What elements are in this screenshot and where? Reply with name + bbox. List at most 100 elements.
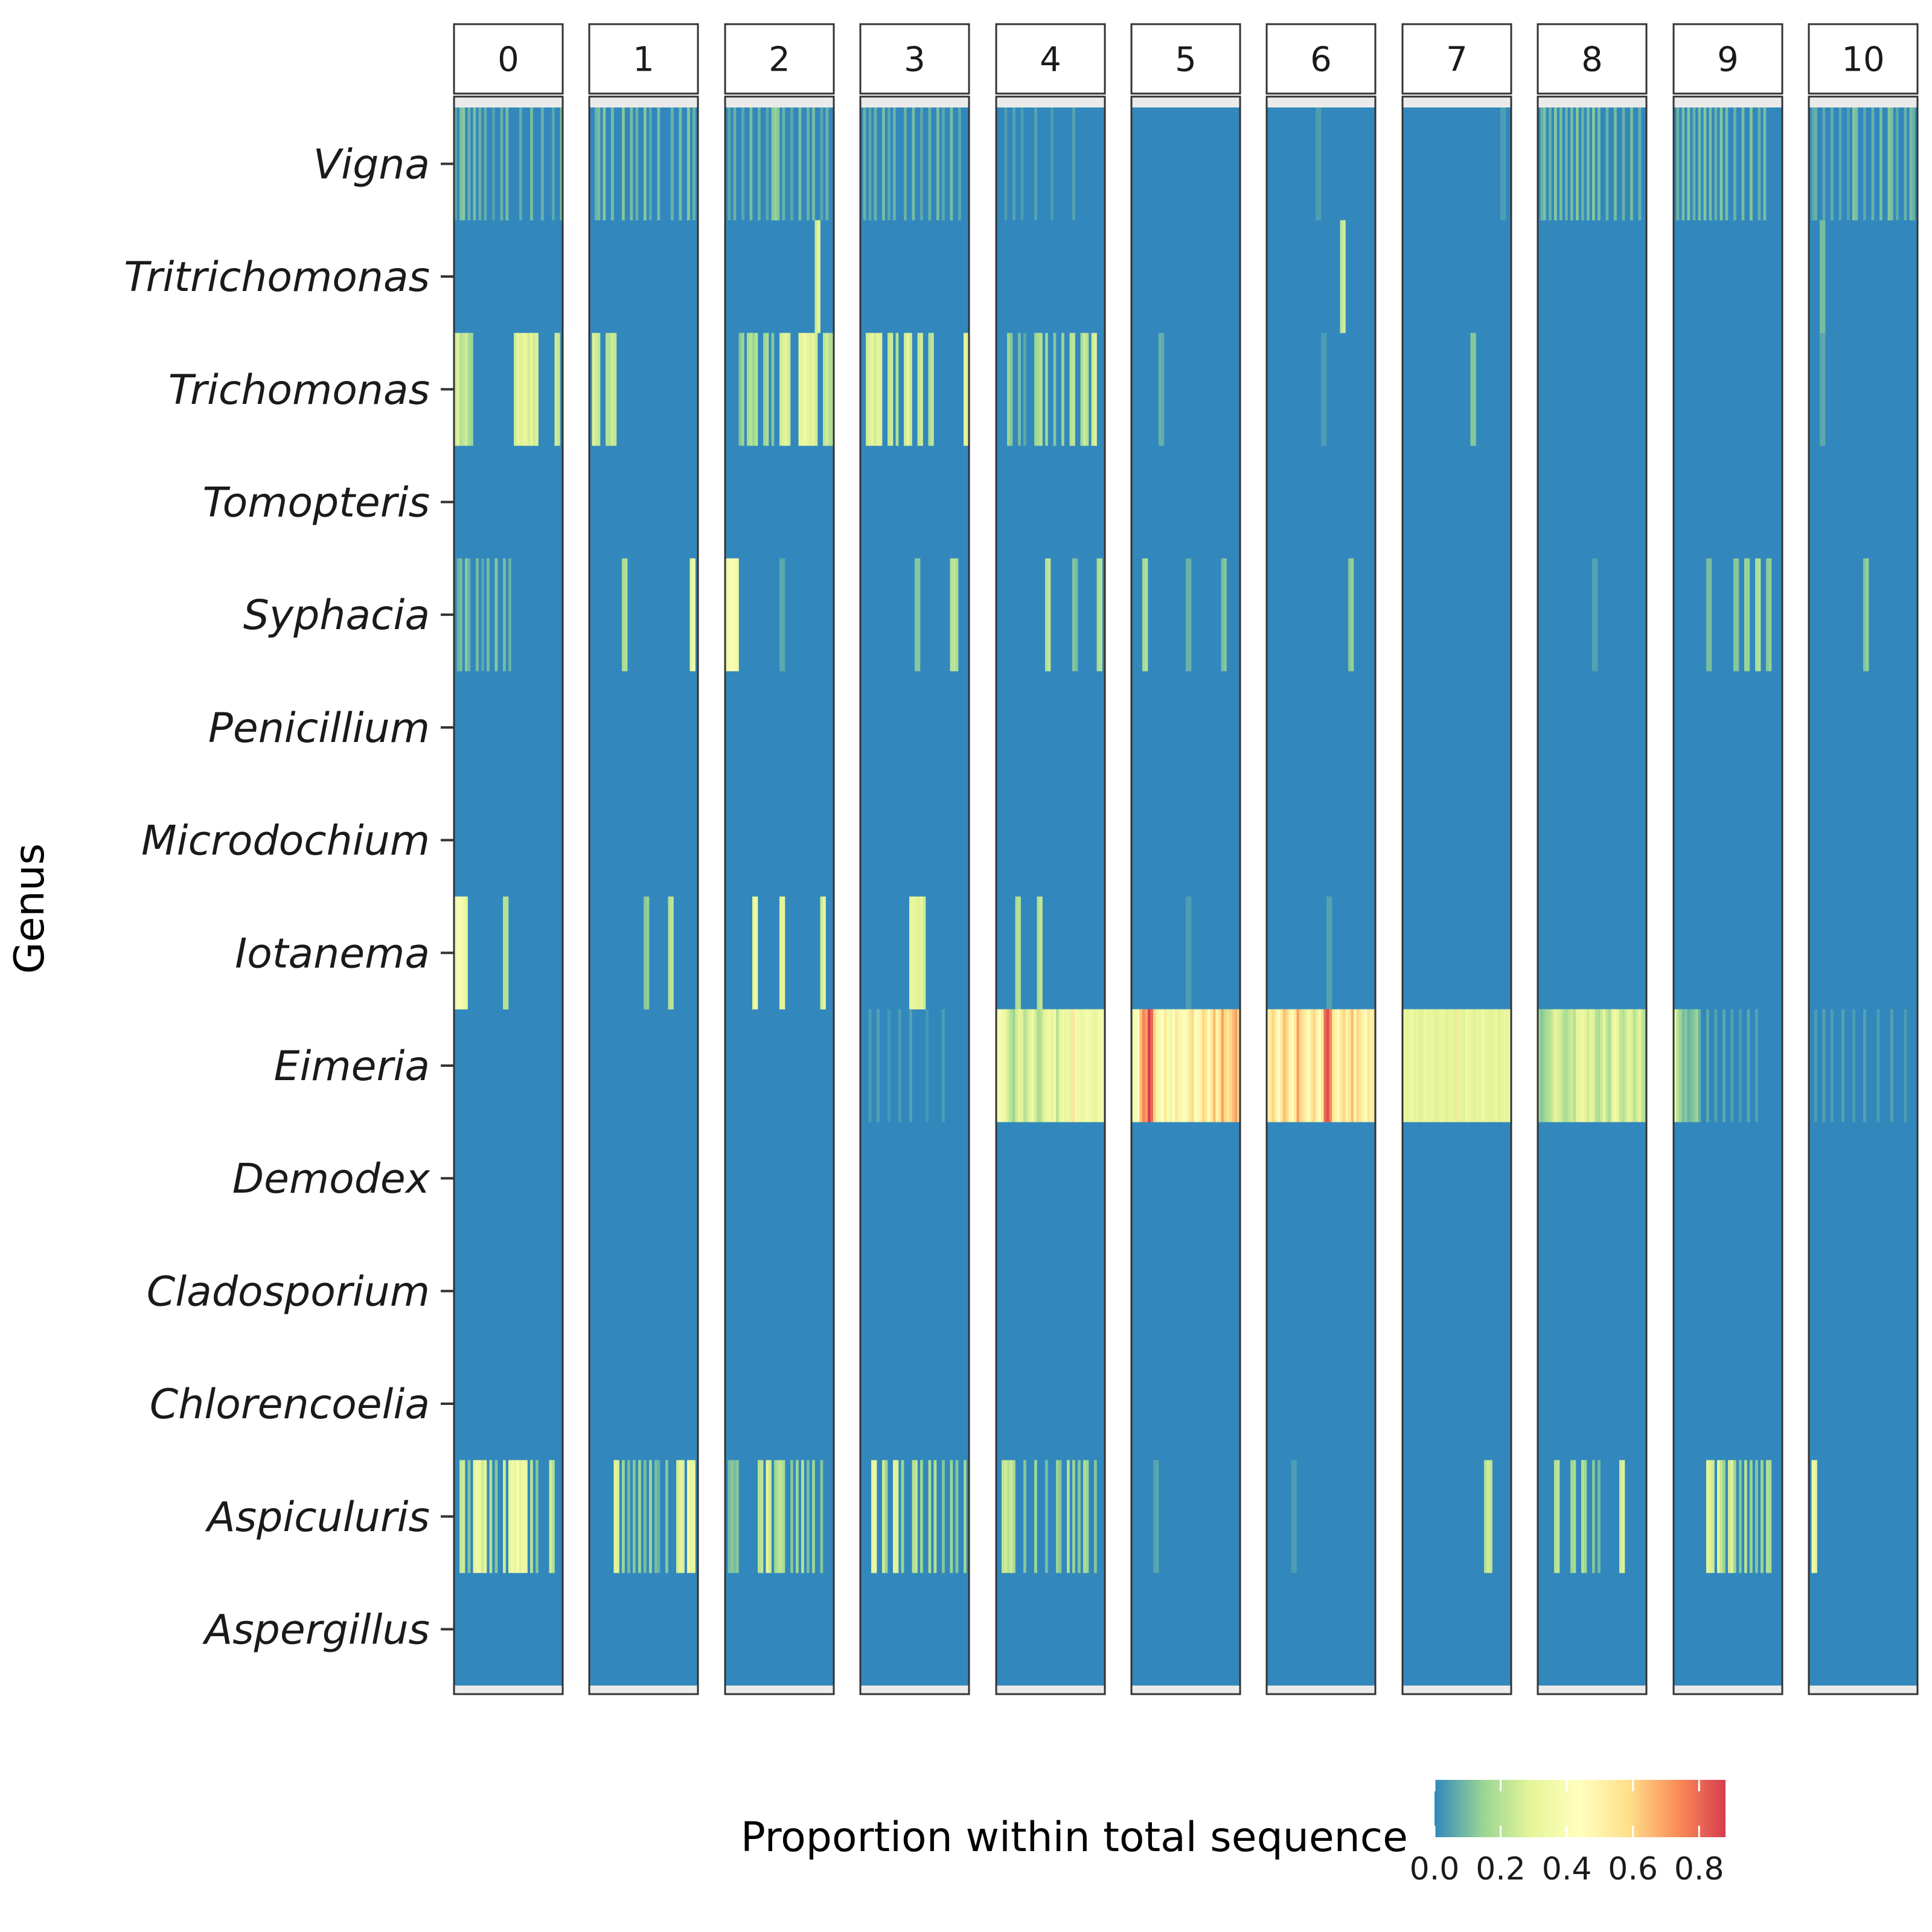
heatmap-cell [1904,107,1907,220]
facet-panel-6 [1265,95,1377,1695]
heatmap-cell [1709,1460,1712,1573]
heatmap-cell [1747,558,1750,671]
heatmap-cell [627,1460,630,1573]
heatmap-cell [1150,1009,1154,1122]
heatmap-cell [915,896,918,1009]
heatmap-cell [731,1460,734,1573]
heatmap-cell [1316,107,1319,220]
heatmap-cell [1725,107,1729,220]
facet-strip-10: 10 [1808,23,1919,95]
heatmap-cell [733,107,737,220]
heatmap-cell [1681,1009,1685,1122]
heatmap-cell [874,107,877,220]
heatmap-cell [1592,107,1595,220]
heatmap-cell [904,107,907,220]
heatmap-cell [1761,1460,1764,1573]
heatmap-cell [1202,1009,1205,1122]
heatmap-cell [1714,107,1718,220]
heatmap-cell [1034,333,1037,446]
heatmap-cell [1595,1009,1598,1122]
heatmap-cell [1072,558,1075,671]
heatmap-cell [1435,1009,1438,1122]
heatmap-cell [1018,896,1021,1009]
heatmap-cell [516,333,520,446]
heatmap-cell [1559,107,1563,220]
heatmap-cell [1186,896,1189,1009]
heatmap-cell [731,558,734,671]
legend-tick-label: 0.8 [1674,1851,1724,1887]
heatmap-cell [1605,107,1609,220]
heatmap-cell [1224,1009,1227,1122]
heatmap-cell [1543,1009,1546,1122]
heatmap-cell [467,558,471,671]
heatmap-cell [1508,1009,1512,1122]
heatmap-cell [1758,558,1761,671]
heatmap-cell [906,333,910,446]
heatmap-cell [1329,1009,1332,1122]
heatmap-cell [801,333,804,446]
heatmap-cell [511,1460,514,1573]
heatmap-cell [1096,558,1100,671]
heatmap-cell [817,220,820,333]
heatmap-cell [503,896,506,1009]
heatmap-cell [1166,1009,1170,1122]
heatmap-cell [920,896,923,1009]
heatmap-cell [1576,1009,1579,1122]
heatmap-cell [1037,896,1040,1009]
heatmap-cell [1334,1009,1338,1122]
heatmap-cell [1156,1009,1159,1122]
heatmap-cell [790,107,793,220]
heatmap-cell [804,333,807,446]
heatmap-cell [530,333,533,446]
heatmap-cell [1750,1460,1753,1573]
y-axis: Vigna Tritrichomonas Trichomonas Tomopteris… [124,141,454,1654]
heatmap-cell [890,333,894,446]
heatmap-cell [1852,107,1855,220]
heatmap-cell [1004,1009,1008,1122]
strip-box [995,23,1106,95]
heatmap-cell [814,333,818,446]
heatmap-cell [481,1460,484,1573]
heatmap-cell [514,333,517,446]
heatmap-cell [1432,1009,1436,1122]
heatmap-cell [1086,333,1089,446]
heatmap-cell [728,558,731,671]
heatmap-cell [1709,558,1712,671]
heatmap-cell [1045,1460,1048,1573]
heatmap-cell [1690,1009,1693,1122]
heatmap-cell [1051,1009,1054,1122]
heatmap-cell [1175,1009,1178,1122]
heatmap-cell [473,1460,476,1573]
heatmap-cell [1578,1009,1582,1122]
heatmap-cell [1454,1009,1457,1122]
heatmap-cell [1448,1009,1452,1122]
heatmap-cell [1034,1460,1037,1573]
heatmap-cell [611,333,614,446]
heatmap-cell [1733,558,1736,671]
heatmap-cell [638,1460,641,1573]
heatmap-cell [812,1460,815,1573]
heatmap-cell [487,558,490,671]
heatmap-cell [1766,558,1769,671]
facet-strip-5: 5 [1130,23,1241,95]
heatmap-cell [1075,558,1078,671]
heatmap-cell [1822,220,1826,333]
heatmap-cell [1605,1009,1609,1122]
heatmap-cell [966,333,970,446]
heatmap-cell [779,333,782,446]
heatmap-cell [1430,1009,1433,1122]
heatmap-cell [1484,1009,1487,1122]
heatmap-cell [758,107,761,220]
heatmap-cell [459,896,462,1009]
heatmap-cell [1739,1460,1742,1573]
heatmap-cell [478,1460,482,1573]
heatmap-cell [888,1009,891,1122]
heatmap-cell [1562,1009,1566,1122]
heatmap-cell [1733,1460,1736,1573]
strip-label: 7 [1446,40,1468,80]
strip-box [1537,23,1648,95]
heatmap-cell [1641,1009,1644,1122]
heatmap-cell [622,107,625,220]
heatmap-cell [964,333,967,446]
y-tick-label: Trichomonas [168,366,430,414]
